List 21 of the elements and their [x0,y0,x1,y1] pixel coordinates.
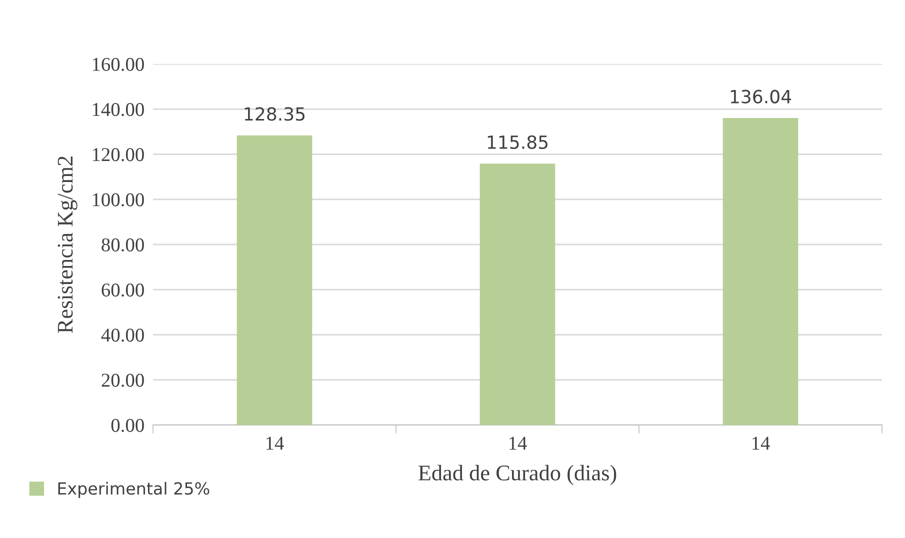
data-label: 128.35 [244,107,305,121]
y-tick-label: 140.00 [92,102,144,116]
y-axis-title: Resistencia Kg/cm2 [58,156,78,334]
y-tick-label: 20.00 [102,374,144,387]
y-tick-label: 160.00 [92,58,144,72]
x-axis-title: Edad de Curado (dias) [418,464,616,486]
x-tick-label: 14 [509,436,527,450]
x-tick-label: 14 [266,436,284,450]
legend-label: Experimental 25% [58,482,210,498]
y-tick-label: 120.00 [92,148,144,162]
data-label: 115.85 [488,135,548,150]
x-tick-label: 14 [752,436,770,450]
bar [236,135,312,425]
y-tick-label: 0.00 [111,418,144,432]
bar [480,164,556,425]
y-tick-label: 40.00 [101,328,144,342]
y-tick-label: 60.00 [102,283,144,297]
y-tick-label: 80.00 [102,238,144,252]
y-tick-label: 100.00 [92,193,144,206]
data-label: 136.04 [730,90,792,104]
bar [722,118,798,425]
